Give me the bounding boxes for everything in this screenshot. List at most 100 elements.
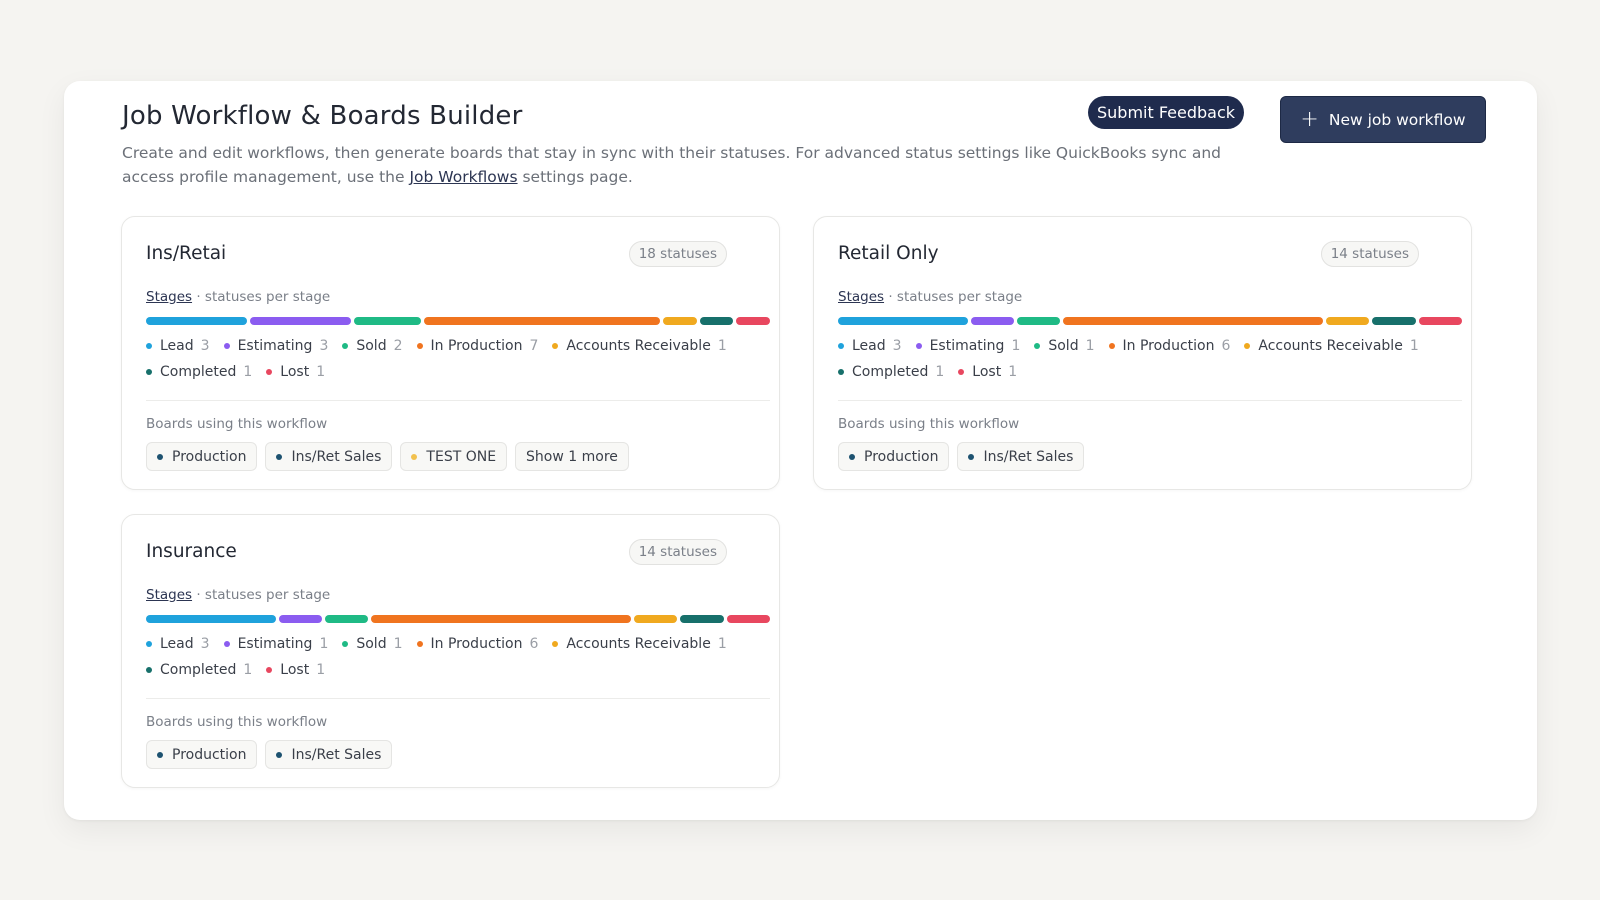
legend-item-lead: Lead 3	[146, 631, 210, 657]
stage-count: 6	[529, 636, 539, 652]
legend-item-accounts-receivable: Accounts Receivable 1	[1244, 333, 1419, 359]
stage-count: 3	[200, 636, 210, 652]
accounts-receivable-dot-icon	[552, 343, 559, 349]
stage-count: 1	[316, 364, 326, 380]
stage-count: 3	[319, 338, 329, 354]
card-divider	[838, 400, 1462, 401]
stage-name: Sold	[356, 338, 387, 354]
board-dot-icon	[157, 751, 163, 758]
description-text: Create and edit workflows, then generate…	[122, 144, 1222, 186]
board-chip-ins-ret-sales[interactable]: Ins/Ret Sales	[265, 442, 393, 471]
stage-name: Estimating	[929, 338, 1005, 354]
stage-segment-accounts-receivable	[663, 317, 697, 325]
board-chip-ins-ret-sales[interactable]: Ins/Ret Sales	[265, 740, 393, 769]
board-name: Production	[172, 746, 247, 763]
stage-name: Accounts Receivable	[566, 338, 711, 354]
stage-distribution-bar	[838, 317, 1462, 325]
stages-link[interactable]: Stages	[838, 289, 885, 305]
submit-feedback-button[interactable]: Submit Feedback	[1088, 96, 1245, 129]
stage-count: 3	[892, 338, 902, 354]
stage-segment-completed	[1372, 317, 1416, 325]
in-production-dot-icon	[416, 641, 423, 647]
stage-count: 7	[529, 338, 539, 354]
stages-link[interactable]: Stages	[146, 289, 193, 305]
board-chip-production[interactable]: Production	[838, 442, 950, 471]
stage-segment-sold	[325, 615, 369, 623]
legend-item-lost: Lost 1	[958, 359, 1017, 385]
estimating-dot-icon	[223, 641, 230, 647]
board-chips: Production Ins/Ret Sales	[146, 740, 393, 769]
stage-name: Lead	[160, 338, 194, 354]
stage-name: Lead	[852, 338, 886, 354]
description-suffix: settings page.	[522, 168, 633, 186]
stage-name: In Production	[430, 338, 523, 354]
lead-dot-icon	[146, 343, 152, 349]
stage-name: Lead	[160, 636, 194, 652]
board-chip-production[interactable]: Production	[146, 442, 258, 471]
board-name: Ins/Ret Sales	[983, 448, 1074, 465]
status-count-badge: 18 statuses	[628, 241, 727, 267]
new-job-workflow-button[interactable]: + New job workflow	[1280, 96, 1486, 143]
board-name: Ins/Ret Sales	[291, 746, 382, 763]
legend-item-completed: Completed 1	[146, 657, 252, 683]
board-dot-icon	[411, 453, 418, 460]
legend-item-lead: Lead 3	[146, 333, 210, 359]
job-workflows-link[interactable]: Job Workflows	[409, 168, 518, 186]
sold-dot-icon	[342, 641, 349, 647]
in-production-dot-icon	[1108, 343, 1115, 349]
workflow-card[interactable]: Insurance 14 statuses Stages · statuses …	[121, 514, 780, 788]
stage-legend: Lead 3 Estimating 1 Sold 1 In Production 6 A…	[146, 631, 746, 683]
stage-count: 1	[717, 636, 727, 652]
stage-count: 1	[319, 636, 329, 652]
board-chip-test-one[interactable]: TEST ONE	[400, 442, 508, 471]
stage-count: 1	[1085, 338, 1095, 354]
stage-name: Lost	[280, 364, 310, 380]
stage-name: Accounts Receivable	[1258, 338, 1403, 354]
stage-legend: Lead 3 Estimating 3 Sold 2 In Production 7 A…	[146, 333, 746, 385]
stage-segment-in-production	[371, 615, 632, 623]
stage-segment-sold	[354, 317, 422, 325]
legend-item-completed: Completed 1	[838, 359, 944, 385]
stage-name: Estimating	[237, 636, 313, 652]
new-job-workflow-label: New job workflow	[1328, 110, 1466, 129]
workflow-builder-panel: Job Workflow & Boards Builder Create and…	[64, 81, 1537, 820]
stage-name: Lost	[280, 662, 310, 678]
stage-count: 6	[1221, 338, 1231, 354]
stage-count: 1	[935, 364, 945, 380]
legend-item-lost: Lost 1	[266, 657, 325, 683]
stage-count: 1	[393, 636, 403, 652]
legend-item-sold: Sold 2	[342, 333, 403, 359]
card-divider	[146, 400, 770, 401]
board-chip-ins-ret-sales[interactable]: Ins/Ret Sales	[957, 442, 1085, 471]
lost-dot-icon	[266, 667, 273, 673]
stages-link[interactable]: Stages	[146, 587, 193, 603]
stage-distribution-bar	[146, 317, 771, 325]
accounts-receivable-dot-icon	[552, 641, 559, 647]
board-dot-icon	[276, 453, 283, 460]
workflow-card[interactable]: Retail Only 14 statuses Stages · statuse…	[813, 216, 1472, 490]
stage-segment-completed	[680, 615, 724, 623]
workflow-name: Retail Only	[838, 243, 939, 264]
stage-count: 2	[393, 338, 403, 354]
completed-dot-icon	[146, 667, 152, 673]
stage-count: 1	[243, 662, 253, 678]
stage-name: Estimating	[237, 338, 313, 354]
board-name: TEST ONE	[426, 448, 497, 465]
board-chip-production[interactable]: Production	[146, 740, 258, 769]
lost-dot-icon	[266, 369, 273, 375]
board-dot-icon	[968, 453, 975, 460]
board-name: Ins/Ret Sales	[291, 448, 382, 465]
workflow-name: Insurance	[146, 541, 237, 562]
board-chips: Production Ins/Ret Sales	[838, 442, 1085, 471]
show-more-boards-button[interactable]: Show 1 more	[515, 442, 629, 471]
workflow-card[interactable]: Ins/Retai 18 statuses Stages · statuses …	[121, 216, 780, 490]
in-production-dot-icon	[416, 343, 423, 349]
legend-item-estimating: Estimating 1	[915, 333, 1020, 359]
boards-heading: Boards using this workflow	[838, 416, 1020, 432]
legend-item-in-production: In Production 6	[416, 631, 539, 657]
stage-segment-lead	[146, 317, 247, 325]
stages-label: Stages · statuses per stage	[146, 587, 330, 603]
legend-item-lead: Lead 3	[838, 333, 902, 359]
stage-segment-accounts-receivable	[634, 615, 678, 623]
legend-item-in-production: In Production 7	[416, 333, 539, 359]
